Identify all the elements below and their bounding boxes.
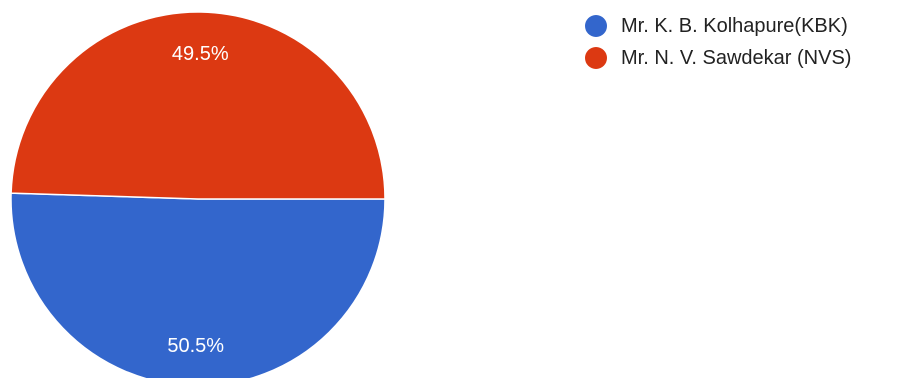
- pie-label-kbk: 50.5%: [167, 335, 224, 357]
- legend-swatch-nvs: [585, 47, 607, 69]
- pie-label-nvs: 49.5%: [172, 43, 229, 65]
- legend: Mr. K. B. Kolhapure(KBK) Mr. N. V. Sawde…: [585, 10, 851, 74]
- legend-swatch-kbk: [585, 15, 607, 37]
- legend-item-kbk[interactable]: Mr. K. B. Kolhapure(KBK): [585, 10, 851, 42]
- legend-label-kbk: Mr. K. B. Kolhapure(KBK): [621, 14, 848, 37]
- pie-slice-nvs[interactable]: [10, 11, 386, 200]
- pie-slice-kbk[interactable]: [10, 192, 386, 378]
- legend-item-nvs[interactable]: Mr. N. V. Sawdekar (NVS): [585, 42, 851, 74]
- legend-label-nvs: Mr. N. V. Sawdekar (NVS): [621, 46, 852, 69]
